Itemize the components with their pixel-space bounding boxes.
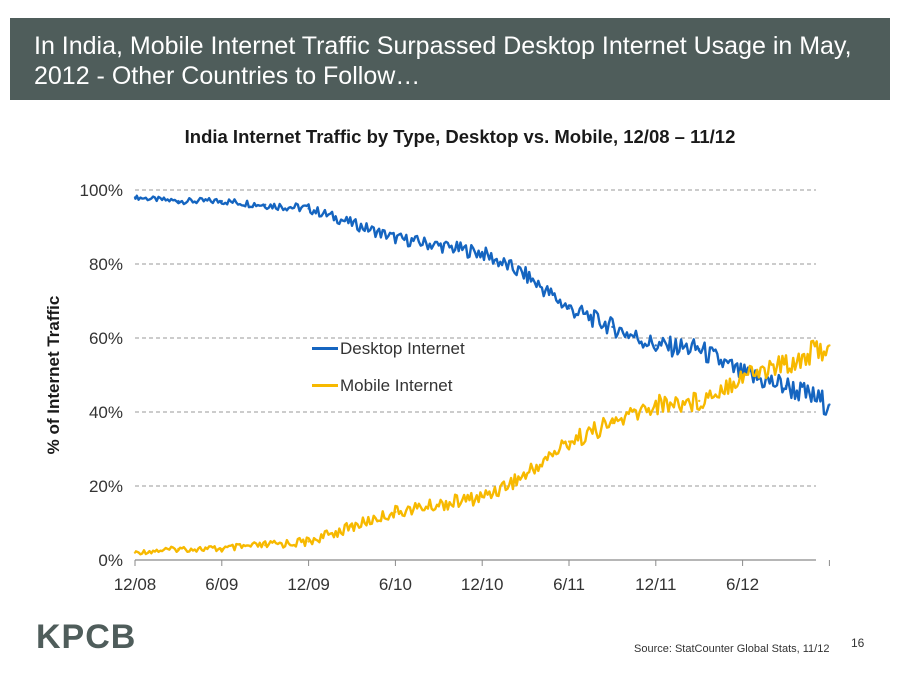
x-tick-label: 6/09 [205,575,238,594]
legend-swatch-desktop [312,347,338,350]
data-point-mobile [567,440,571,443]
data-point-desktop [350,222,354,225]
x-tick-label: 6/12 [726,575,759,594]
data-point-desktop [828,403,831,406]
data-point-desktop [567,307,571,310]
data-point-mobile [784,362,788,366]
data-point-mobile [177,547,180,551]
data-point-mobile [654,403,657,406]
legend-label-mobile: Mobile Internet [340,375,453,395]
data-point-mobile [133,551,137,554]
data-point-desktop [307,207,310,210]
x-tick-label: 12/08 [114,575,157,594]
y-tick-label: 60% [89,329,123,348]
data-point-desktop [264,203,267,206]
y-tick-label: 20% [89,477,123,496]
data-point-mobile [611,421,614,425]
series-line-mobile [134,339,830,556]
legend-item-mobile: Mobile Internet [312,367,465,404]
legend-label-desktop: Desktop Internet [340,338,465,358]
data-point-mobile [698,399,701,403]
y-tick-label: 40% [89,403,123,422]
data-point-mobile [828,344,831,347]
data-point-desktop [133,196,137,199]
data-point-desktop [481,251,484,255]
page-number: 16 [851,636,865,650]
x-tick-label: 6/10 [379,575,412,594]
data-point-mobile [307,540,310,543]
data-point-desktop [220,199,223,203]
data-point-mobile [524,473,527,477]
data-point-mobile [437,503,440,506]
legend-swatch-mobile [312,384,338,387]
data-point-desktop [394,236,397,240]
x-tick-label: 12/09 [287,575,330,594]
data-point-desktop [437,244,440,247]
data-point-mobile [741,373,744,377]
data-point-mobile [481,495,484,499]
data-point-desktop [654,344,657,347]
data-point-desktop [698,347,701,351]
data-point-desktop [784,384,788,388]
y-tick-label: 80% [89,255,123,274]
data-point-desktop [524,273,527,277]
legend-item-desktop: Desktop Internet [312,330,465,367]
chart-title: India Internet Traffic by Type, Desktop … [184,126,736,147]
slide-title: In India, Mobile Internet Traffic Surpas… [34,32,852,90]
data-point-desktop [177,199,180,203]
slide-header: In India, Mobile Internet Traffic Surpas… [10,18,890,100]
data-point-mobile [264,544,267,547]
x-tick-label: 12/11 [635,575,676,594]
source-note: Source: StatCounter Global Stats, 11/12 [634,643,830,655]
data-point-mobile [394,510,397,514]
kpcb-logo: KPCB [36,618,137,656]
chart-legend: Desktop Internet Mobile Internet [312,330,465,404]
data-point-desktop [611,325,614,329]
y-tick-label: 100% [80,181,123,200]
data-point-mobile [350,525,354,528]
y-tick-label: 0% [98,551,123,570]
data-point-mobile [220,547,223,551]
x-tick-label: 6/11 [553,575,585,594]
x-tick-label: 12/10 [461,575,504,594]
series-line-desktop [133,194,831,416]
